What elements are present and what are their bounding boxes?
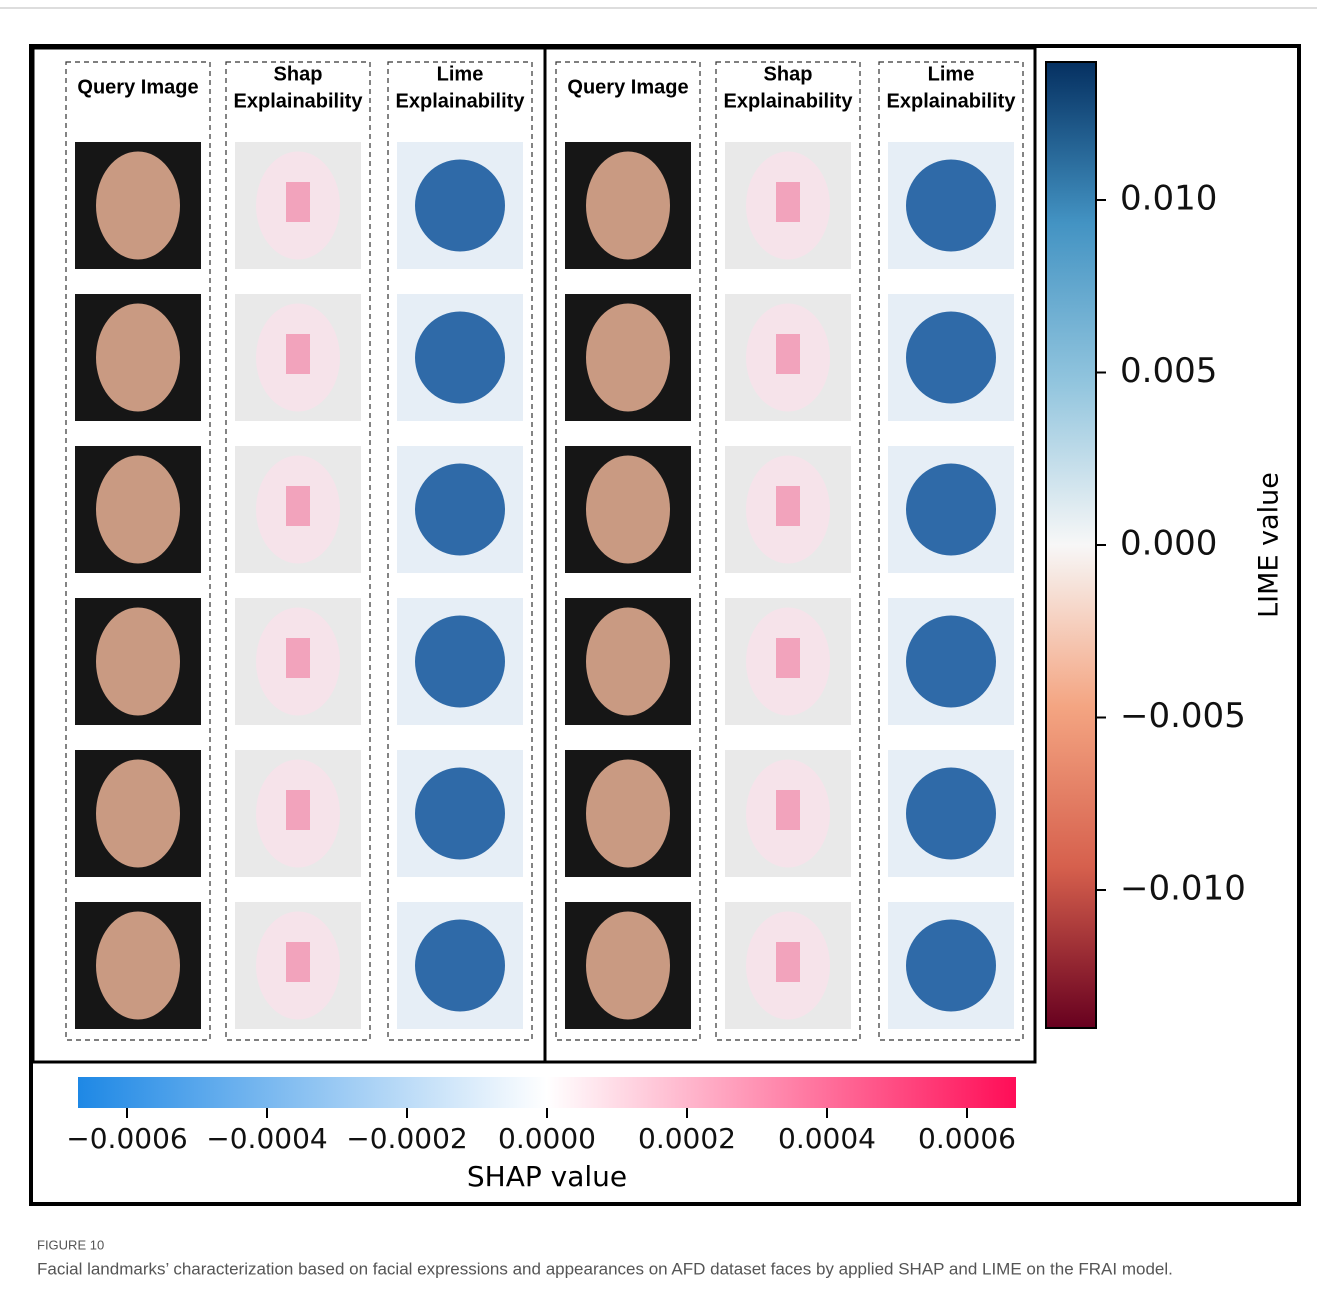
lime-region [415,615,505,708]
column-title: Explainability [396,90,526,112]
tick-label: −0.0002 [346,1122,467,1155]
lime-region [906,311,996,404]
face [96,455,180,564]
lime-colorbar [1045,61,1097,1029]
column-title: Lime [928,63,975,85]
shap-hotspot [286,942,310,982]
column-title: Query Image [567,76,688,98]
tick-label: 0.0000 [498,1122,596,1155]
tick-label: 0.0004 [778,1122,876,1155]
tick-label: −0.0006 [66,1122,187,1155]
shap-hotspot [776,486,800,526]
shap-hotspot [286,334,310,374]
lime-region [906,159,996,252]
tick-label: 0.0002 [638,1122,736,1155]
shap-hotspot [776,638,800,678]
face [96,759,180,868]
face [96,151,180,260]
shap-hotspot [776,790,800,830]
column-title: Query Image [77,76,198,98]
face [586,455,670,564]
lime-region [906,919,996,1012]
column-title: Explainability [234,90,364,112]
lime-region [906,463,996,556]
tick-label: 0.0006 [918,1122,1016,1155]
column-frame [555,61,701,1041]
face [586,303,670,412]
column-frame [715,61,861,1041]
figure-label: FIGURE 10 [37,1237,104,1252]
column-title: Shap [274,63,323,85]
tick-label: 0.000 [1120,524,1217,564]
shap-hotspot [776,334,800,374]
shap-colorbar [78,1077,1016,1108]
column-title: Explainability [887,90,1017,112]
lime-region [415,767,505,860]
face [586,607,670,716]
figure-caption: Facial landmarks’ characterization based… [37,1259,1173,1278]
panel-frame [543,46,1037,1064]
shap-hotspot [776,942,800,982]
shap-hotspot [286,638,310,678]
shap-hotspot [776,182,800,222]
column-frame [387,61,533,1041]
tick-label: −0.005 [1120,696,1246,736]
column-frame [878,61,1024,1041]
column-frame [65,61,211,1041]
shap-hotspot [286,182,310,222]
lime-region [415,463,505,556]
shap-hotspot [286,790,310,830]
column-title: Lime [437,63,484,85]
tick-label: −0.010 [1120,869,1246,909]
face [96,911,180,1020]
column-title: Shap [764,63,813,85]
face [586,151,670,260]
shap-hotspot [286,486,310,526]
face [586,911,670,1020]
lime-region [415,919,505,1012]
tick-label: 0.005 [1120,351,1217,391]
face [96,607,180,716]
lime-region [906,767,996,860]
outer-frame [29,44,1301,1206]
face [96,303,180,412]
tick-label: −0.0004 [206,1122,327,1155]
lime-region [415,159,505,252]
column-title: Explainability [724,90,854,112]
colorbar-label: SHAP value [467,1160,627,1193]
lime-region [906,615,996,708]
colorbar-label: LIME value [1254,472,1285,618]
face [586,759,670,868]
tick-label: 0.010 [1120,179,1217,219]
column-frame [225,61,371,1041]
lime-region [415,311,505,404]
